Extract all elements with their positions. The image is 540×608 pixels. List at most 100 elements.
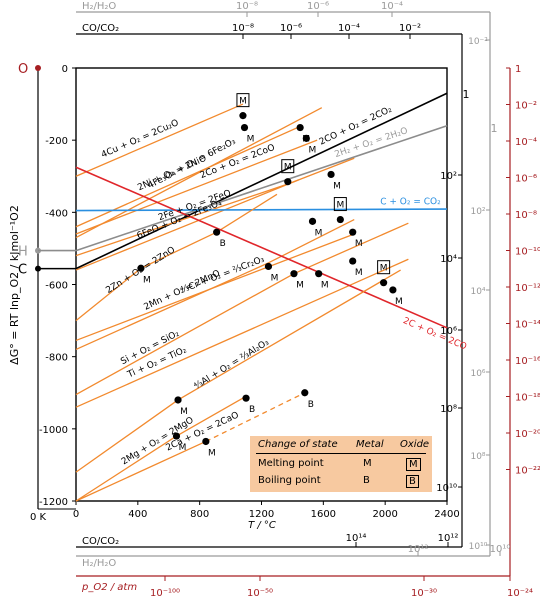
oxide-symbol-box: [377, 260, 391, 275]
series-line-segment: [205, 392, 306, 443]
x-tick-label: 1600: [311, 509, 336, 520]
oxide-symbol-letter: M: [336, 201, 344, 211]
series-line-segment: [176, 395, 247, 437]
bottom-h2-tick-label: 10¹⁰: [490, 544, 511, 555]
top-h2-axis-title: H₂/H₂O: [82, 1, 116, 12]
bottom-co-tick-label: 10¹⁴: [346, 533, 367, 544]
transition-point: [308, 217, 317, 225]
bottom-h2-axis-title: H₂/H₂O: [82, 558, 116, 569]
right-po2-tick-label: 10⁻⁴: [515, 137, 537, 148]
legend-melting-oxide: M: [406, 458, 421, 471]
right-h2-tick-label: 10⁶: [470, 369, 485, 379]
transition-point: [290, 270, 298, 278]
right-co-tick-label: 10¹⁰: [436, 483, 457, 494]
transition-point: [301, 389, 309, 397]
series-label: ⁴⁄₃Al + O₂ = ²⁄₃Al₂O₃: [192, 338, 271, 392]
transition-point: [172, 432, 181, 440]
metal-symbol-letter: M: [355, 268, 363, 278]
top-co-tick-label: 10⁻⁶: [280, 23, 302, 34]
pivot-c-label: C: [18, 263, 27, 278]
legend-header: Change of state Metal Oxide: [250, 439, 432, 455]
series-line-segment: [75, 124, 448, 252]
series-line-segment: [75, 166, 448, 329]
metal-symbol-letter: M: [333, 181, 341, 191]
bottom-h2-tick-label: 10¹²: [408, 544, 429, 555]
metal-symbol-letter: M: [315, 228, 323, 238]
series-line-segment: [75, 107, 323, 239]
transition-point: [336, 215, 344, 224]
series-line-segment: [177, 269, 401, 401]
oxide-symbol-letter: M: [239, 97, 247, 107]
series-label: 2Mn + O₂ = 2MnO: [143, 269, 222, 313]
metal-symbol-letter: M: [180, 407, 188, 417]
right-po2-tick-label: 10⁻¹⁰: [515, 247, 540, 258]
transition-point: [296, 123, 304, 132]
metal-symbol-letter: M: [143, 275, 151, 285]
pivot-o-dot: [35, 65, 41, 71]
bottom-co-axis-title: CO/CO₂: [82, 536, 119, 547]
series-label: 2C + O₂ = 2CO: [401, 316, 468, 352]
corner-one-label-black: 1: [463, 88, 470, 101]
metal-symbol-letter: M: [355, 239, 363, 249]
legend-melting-label: Melting point: [258, 458, 324, 469]
series-line-segment: [75, 182, 290, 257]
metal-symbol-letter: M: [271, 273, 279, 283]
metal-symbol-letter: B: [249, 405, 255, 415]
metal-symbol-letter: M: [321, 281, 329, 291]
oxide-symbol-letter: M: [380, 264, 388, 274]
series-label: C + O₂ = CO₂: [380, 197, 441, 207]
transition-point: [174, 396, 182, 404]
transition-point: [240, 123, 249, 132]
top-co-tick-label: 10⁻²: [399, 23, 421, 34]
series-line-segment: [289, 157, 355, 185]
right-po2-tick-label: 10⁻²: [515, 101, 537, 112]
legend-melting-metal: M: [363, 458, 372, 469]
axis-frames: [37, 11, 511, 577]
y-tick-label: -1000: [39, 425, 68, 436]
right-po2-tick-label: 1: [515, 64, 521, 75]
top-h2-tick-label: 10⁻⁶: [307, 1, 329, 12]
series-line-segment: [75, 139, 318, 235]
y-tick-label: -400: [45, 208, 68, 219]
bottom-po2-tick-label: 10⁻¹⁰⁰: [150, 588, 180, 599]
right-co-tick-label: 10⁴: [440, 254, 457, 265]
bottom-po2-tick-label: 10⁻⁵⁰: [247, 588, 273, 599]
metal-symbol-letter: M: [395, 297, 403, 307]
y-tick-label: -200: [45, 136, 68, 147]
right-h2-tick-label: 10⁴: [470, 287, 485, 297]
series-line-segment: [268, 218, 355, 264]
transition-point: [137, 264, 145, 272]
right-po2-tick-label: 10⁻¹²: [515, 283, 540, 294]
x-tick-label: 800: [190, 509, 209, 520]
right-po2-tick-label: 10⁻¹⁴: [515, 320, 540, 331]
right-co-tick-label: 10⁶: [440, 326, 457, 337]
oxide-symbol-box: [236, 93, 250, 108]
legend-header-metal: Metal: [356, 439, 384, 450]
legend-row-boiling: Boiling point B B: [250, 475, 432, 491]
right-co-tick-label: 10²: [440, 171, 457, 182]
pivot-o-label: O: [18, 62, 28, 77]
metal-symbol-letter: M: [296, 281, 304, 291]
transition-point: [284, 178, 292, 186]
pivot-h-label: H: [18, 245, 28, 260]
transition-point: [302, 134, 310, 142]
metal-symbol-letter: B: [220, 239, 226, 249]
y-axis-title: ΔG° = RT lnp_O2 / kJmol⁻¹O2: [8, 205, 21, 365]
x-tick-label: 1200: [249, 509, 274, 520]
legend-boiling-metal: B: [363, 475, 370, 486]
bottom-po2-axis-title: p_O2 / atm: [81, 582, 137, 593]
metal-symbol-letter: M: [308, 145, 316, 155]
x-axis-title: T / °C: [248, 520, 276, 531]
transition-point: [242, 394, 250, 402]
transition-point: [239, 112, 247, 120]
axis-ticks: 0 400 800 1200 1600 2000 2400 0 -200 -400 -600 -800…: [8, 1, 540, 599]
legend-boiling-label: Boiling point: [258, 475, 321, 486]
top-co-tick-label: 10⁻⁴: [338, 23, 360, 34]
series-line-segment: [140, 231, 217, 269]
top-co-tick-label: 10⁻⁸: [232, 23, 254, 34]
top-h2-tick-label: 10⁻⁸: [236, 1, 258, 12]
series-line-segment: [75, 262, 269, 351]
legend-header-change: Change of state: [258, 439, 338, 450]
legend-header-oxide: Oxide: [400, 439, 430, 450]
